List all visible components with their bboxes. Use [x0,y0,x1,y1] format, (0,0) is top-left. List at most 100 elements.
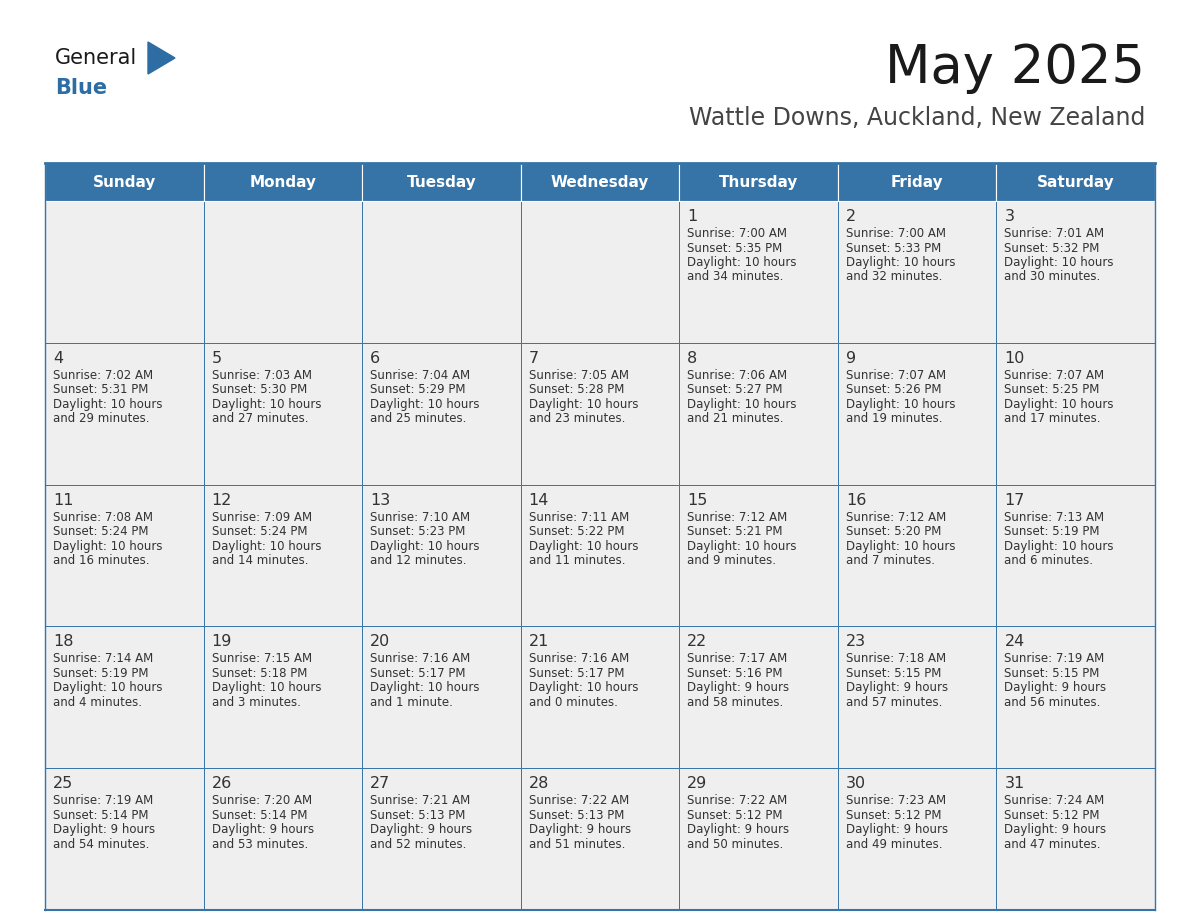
Text: Sunrise: 7:00 AM: Sunrise: 7:00 AM [846,227,946,240]
Bar [997,201,1155,342]
Text: Sunset: 5:14 PM: Sunset: 5:14 PM [53,809,148,822]
Text: and 56 minutes.: and 56 minutes. [1004,696,1101,709]
Text: Sunset: 5:20 PM: Sunset: 5:20 PM [846,525,941,538]
Text: 5: 5 [211,351,222,365]
Text: Sunrise: 7:10 AM: Sunrise: 7:10 AM [371,510,470,523]
Bar [203,485,362,626]
Bar [45,626,203,768]
Text: Sunrise: 7:19 AM: Sunrise: 7:19 AM [1004,653,1105,666]
Text: Sunday: Sunday [93,174,156,189]
Text: Blue: Blue [55,78,107,98]
Polygon shape [148,42,175,74]
Text: General: General [55,48,138,68]
Text: 2: 2 [846,209,857,224]
Text: Sunset: 5:15 PM: Sunset: 5:15 PM [1004,666,1100,680]
Bar [997,342,1155,485]
Bar [838,342,997,485]
Text: Daylight: 9 hours: Daylight: 9 hours [846,823,948,836]
Text: and 1 minute.: and 1 minute. [371,696,453,709]
Text: Sunrise: 7:21 AM: Sunrise: 7:21 AM [371,794,470,807]
Text: 18: 18 [53,634,74,649]
Bar [997,163,1155,201]
Bar [838,768,997,910]
Text: Daylight: 9 hours: Daylight: 9 hours [211,823,314,836]
Text: Sunset: 5:35 PM: Sunset: 5:35 PM [688,241,783,254]
Text: Daylight: 9 hours: Daylight: 9 hours [846,681,948,694]
Text: and 17 minutes.: and 17 minutes. [1004,412,1101,425]
Text: Sunrise: 7:22 AM: Sunrise: 7:22 AM [688,794,788,807]
Text: 16: 16 [846,493,866,508]
Text: Sunset: 5:19 PM: Sunset: 5:19 PM [53,666,148,680]
Text: and 30 minutes.: and 30 minutes. [1004,271,1100,284]
Text: Sunset: 5:22 PM: Sunset: 5:22 PM [529,525,624,538]
Text: and 49 minutes.: and 49 minutes. [846,838,942,851]
Text: May 2025: May 2025 [885,42,1145,94]
Text: Daylight: 9 hours: Daylight: 9 hours [371,823,473,836]
Text: and 51 minutes.: and 51 minutes. [529,838,625,851]
Text: and 3 minutes.: and 3 minutes. [211,696,301,709]
Text: and 21 minutes.: and 21 minutes. [688,412,784,425]
Text: Sunset: 5:13 PM: Sunset: 5:13 PM [529,809,624,822]
Text: Daylight: 10 hours: Daylight: 10 hours [371,397,480,410]
Text: Tuesday: Tuesday [406,174,476,189]
Bar [203,626,362,768]
Bar [680,201,838,342]
Text: 12: 12 [211,493,232,508]
Text: 1: 1 [688,209,697,224]
Text: 7: 7 [529,351,539,365]
Text: Sunset: 5:15 PM: Sunset: 5:15 PM [846,666,941,680]
Bar [45,485,203,626]
Bar [203,768,362,910]
Bar [680,163,838,201]
Text: Sunset: 5:24 PM: Sunset: 5:24 PM [211,525,307,538]
Text: 23: 23 [846,634,866,649]
Text: Sunset: 5:26 PM: Sunset: 5:26 PM [846,384,941,397]
Text: Sunrise: 7:00 AM: Sunrise: 7:00 AM [688,227,788,240]
Text: Daylight: 9 hours: Daylight: 9 hours [1004,823,1106,836]
Text: Sunset: 5:32 PM: Sunset: 5:32 PM [1004,241,1100,254]
Bar [680,342,838,485]
Text: Sunset: 5:21 PM: Sunset: 5:21 PM [688,525,783,538]
Text: 3: 3 [1004,209,1015,224]
Text: 17: 17 [1004,493,1025,508]
Text: 8: 8 [688,351,697,365]
Text: Daylight: 10 hours: Daylight: 10 hours [53,540,163,553]
Text: and 57 minutes.: and 57 minutes. [846,696,942,709]
Text: 27: 27 [371,777,391,791]
Text: 15: 15 [688,493,708,508]
Text: and 29 minutes.: and 29 minutes. [53,412,150,425]
Text: Daylight: 10 hours: Daylight: 10 hours [53,397,163,410]
Bar [997,768,1155,910]
Text: 22: 22 [688,634,708,649]
Text: 30: 30 [846,777,866,791]
Bar [520,768,680,910]
Bar [520,485,680,626]
Text: Sunrise: 7:01 AM: Sunrise: 7:01 AM [1004,227,1105,240]
Text: and 12 minutes.: and 12 minutes. [371,554,467,567]
Text: Sunrise: 7:24 AM: Sunrise: 7:24 AM [1004,794,1105,807]
Text: 9: 9 [846,351,857,365]
Text: Daylight: 10 hours: Daylight: 10 hours [1004,540,1114,553]
Text: 11: 11 [53,493,74,508]
Text: Sunrise: 7:18 AM: Sunrise: 7:18 AM [846,653,946,666]
Text: and 54 minutes.: and 54 minutes. [53,838,150,851]
Bar [362,342,520,485]
Text: Sunrise: 7:12 AM: Sunrise: 7:12 AM [846,510,946,523]
Text: and 11 minutes.: and 11 minutes. [529,554,625,567]
Text: and 23 minutes.: and 23 minutes. [529,412,625,425]
Bar [362,768,520,910]
Text: 28: 28 [529,777,549,791]
Text: Sunrise: 7:05 AM: Sunrise: 7:05 AM [529,369,628,382]
Text: Sunrise: 7:23 AM: Sunrise: 7:23 AM [846,794,946,807]
Bar [362,201,520,342]
Text: Thursday: Thursday [719,174,798,189]
Bar [362,163,520,201]
Text: Daylight: 9 hours: Daylight: 9 hours [529,823,631,836]
Text: Sunset: 5:33 PM: Sunset: 5:33 PM [846,241,941,254]
Text: Sunrise: 7:09 AM: Sunrise: 7:09 AM [211,510,311,523]
Text: Sunset: 5:16 PM: Sunset: 5:16 PM [688,666,783,680]
Text: and 27 minutes.: and 27 minutes. [211,412,308,425]
Text: and 32 minutes.: and 32 minutes. [846,271,942,284]
Text: 10: 10 [1004,351,1025,365]
Text: Friday: Friday [891,174,943,189]
